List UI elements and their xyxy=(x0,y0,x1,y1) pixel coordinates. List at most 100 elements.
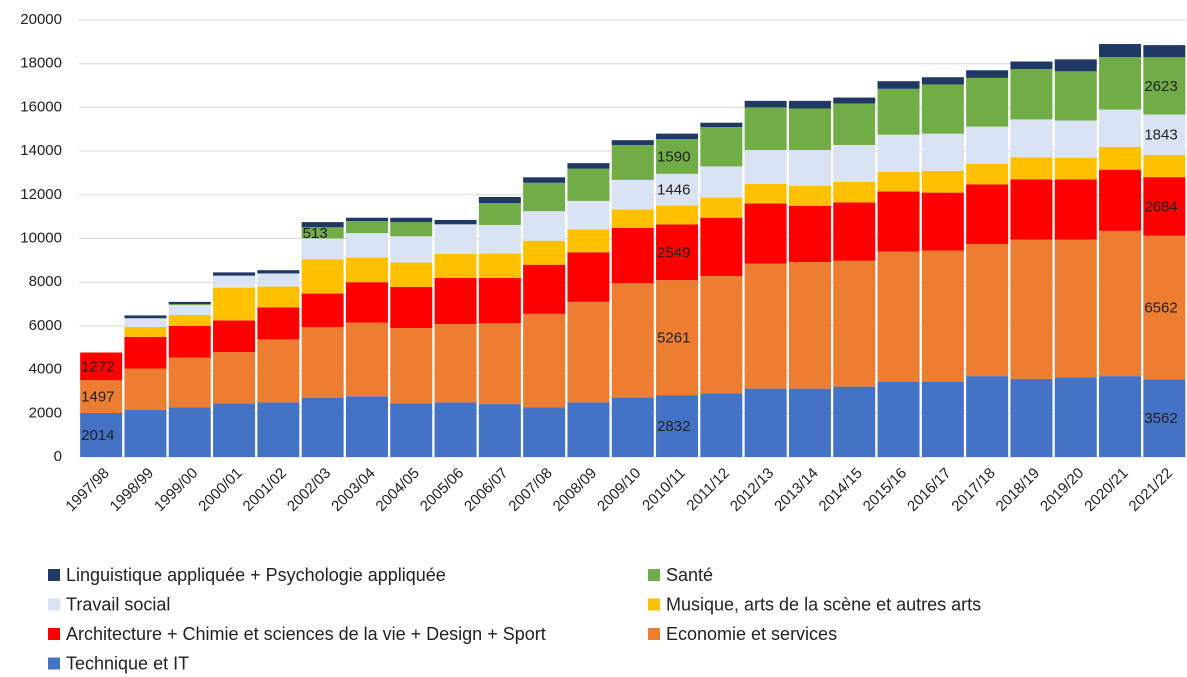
bar-segment xyxy=(434,324,477,403)
bar-segment xyxy=(124,315,167,319)
bar-segment xyxy=(1010,179,1053,240)
data-label: 1590 xyxy=(657,148,690,165)
bar-segment xyxy=(567,200,610,230)
bar-segment xyxy=(877,88,920,135)
bar-segment xyxy=(788,100,831,109)
bar-segment xyxy=(611,144,654,180)
bar-segment xyxy=(833,202,876,261)
bar-segment xyxy=(567,301,610,403)
bar-segment xyxy=(877,171,920,192)
bar-segment xyxy=(921,170,964,193)
bar-segment xyxy=(478,203,521,225)
x-tick-label: 2015/16 xyxy=(860,465,910,515)
bar-segment xyxy=(966,77,1009,127)
bar-segment xyxy=(345,217,388,222)
bar-segment xyxy=(656,395,699,457)
bar-segment xyxy=(390,217,433,223)
bar-segment xyxy=(257,307,300,340)
bar-segment xyxy=(656,139,699,174)
bar-segment xyxy=(656,173,699,206)
bar-segment xyxy=(921,381,964,457)
data-label: 2623 xyxy=(1144,78,1177,95)
bar-segment xyxy=(833,386,876,457)
bar-segment xyxy=(966,243,1009,377)
bar-segment xyxy=(1099,109,1142,147)
legend-label: Travail social xyxy=(66,594,170,614)
bar-segment xyxy=(611,209,654,229)
bar-segment xyxy=(1143,45,1186,58)
bar-segment xyxy=(744,150,787,184)
bar-segment xyxy=(1010,69,1053,120)
data-label: 2832 xyxy=(657,418,690,435)
bar-segment xyxy=(213,403,256,457)
bar-segment xyxy=(168,407,211,457)
bar-segment xyxy=(1010,119,1053,158)
bar-segment xyxy=(1054,157,1097,180)
bar-segment xyxy=(124,410,167,457)
legend-swatch xyxy=(48,628,60,640)
bar-segment xyxy=(744,203,787,264)
bar-segment xyxy=(921,77,964,85)
bar-segment xyxy=(744,107,787,151)
bar-segment xyxy=(656,280,699,396)
bar-segment xyxy=(611,228,654,284)
legend-label: Economie et services xyxy=(666,624,837,644)
data-label: 1497 xyxy=(81,389,114,406)
bar-segment xyxy=(434,402,477,457)
legend-swatch xyxy=(48,569,60,581)
bar-segment xyxy=(390,262,433,288)
bar-segment xyxy=(478,323,521,405)
data-label: 1446 xyxy=(657,182,690,199)
legend-label: Architecture + Chimie et sciences de la … xyxy=(66,624,546,644)
bar-segment xyxy=(257,270,300,274)
x-tick-label: 2016/17 xyxy=(904,465,954,515)
bar-segment xyxy=(390,222,433,237)
bar-segment xyxy=(168,301,211,305)
legend-label: Musique, arts de la scène et autres arts xyxy=(666,594,981,614)
bar-segment xyxy=(966,70,1009,78)
bar-segment xyxy=(434,224,477,254)
data-label: 5261 xyxy=(657,330,690,347)
bar-segment xyxy=(1143,114,1186,155)
data-label: 3562 xyxy=(1144,410,1177,427)
bar-segment xyxy=(478,224,521,254)
bar-segment xyxy=(833,144,876,182)
bar-segment xyxy=(345,257,388,283)
bar-segment xyxy=(124,326,167,337)
x-tick-label: 2011/12 xyxy=(683,465,733,515)
bar-segment xyxy=(390,328,433,404)
bar-segment xyxy=(921,133,964,171)
bar-segment xyxy=(1099,230,1142,377)
bar-segment xyxy=(257,273,300,287)
bar-segment xyxy=(301,398,344,457)
bar-segment xyxy=(1010,157,1053,180)
data-label: 2014 xyxy=(81,427,114,444)
legend-label: Santé xyxy=(666,565,713,585)
data-label: 1272 xyxy=(81,358,114,375)
bar-segment xyxy=(567,229,610,253)
bar-segment xyxy=(168,357,211,408)
x-tick-label: 2018/19 xyxy=(993,465,1043,515)
bar-segment xyxy=(1143,177,1186,236)
bar-segment xyxy=(257,339,300,403)
bar-segment xyxy=(744,388,787,457)
bar-segment xyxy=(611,397,654,457)
x-tick-label: 2009/10 xyxy=(594,465,644,515)
bar-segment xyxy=(700,166,743,198)
bar-segment xyxy=(213,275,256,288)
x-tick-label: 2005/06 xyxy=(417,465,467,515)
bar-segment xyxy=(301,259,344,294)
bar-segment xyxy=(833,103,876,145)
x-tick-label: 2000/01 xyxy=(195,465,245,515)
bar-segment xyxy=(788,262,831,389)
bar-segment xyxy=(656,205,699,225)
bar-segment xyxy=(390,403,433,457)
bar-segment xyxy=(1099,57,1142,110)
y-tick-label: 4000 xyxy=(29,361,62,378)
x-tick-label: 2003/04 xyxy=(328,465,378,515)
bar-segment xyxy=(788,108,831,151)
bar-segment xyxy=(478,277,521,324)
bar-segment xyxy=(700,393,743,457)
bar-segment xyxy=(1143,154,1186,178)
bar-segment xyxy=(966,376,1009,457)
